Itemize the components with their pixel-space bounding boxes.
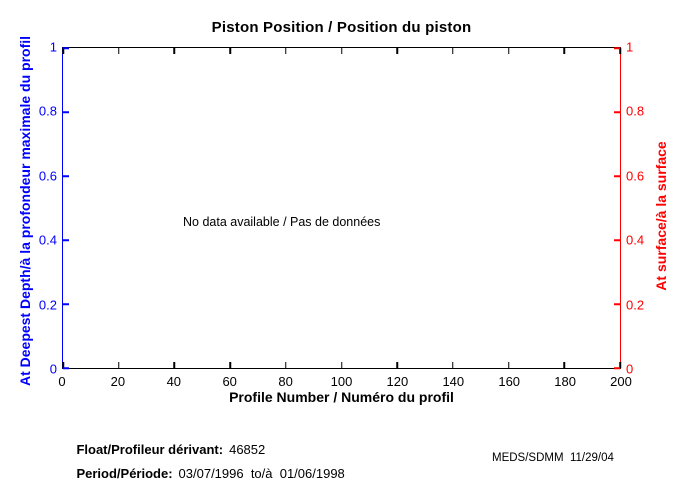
x-tick-mark: [396, 362, 398, 368]
x-tick-label: 140: [442, 374, 465, 389]
x-tick-label: 160: [498, 374, 521, 389]
x-tick-mark: [619, 362, 621, 368]
x-tick-mark: [563, 362, 566, 368]
x-tick-labels: 0 20 40 60 80 100 120 140 160 180 200: [58, 374, 631, 390]
x-tick-mark: [563, 48, 566, 54]
footer-float-line: Float/Profileur dérivant: 46852: [62, 427, 265, 472]
chart-title: Piston Position / Position du piston: [211, 19, 472, 36]
x-tick-mark: [340, 48, 343, 54]
y-tick-label-left: 0.2: [38, 297, 57, 313]
x-tick-label: 0: [58, 374, 66, 389]
y-tick-mark-right: [614, 367, 620, 369]
x-tick-mark: [507, 362, 510, 368]
x-tick-label: 40: [166, 374, 182, 389]
y-tick-mark-right: [614, 47, 620, 49]
x-tick-mark: [173, 362, 176, 368]
y-tick-labels-right: 0 0.2 0.4 0.6 0.8 1: [626, 40, 680, 377]
x-tick-mark: [229, 48, 231, 54]
y-tick-mark-left: [63, 303, 69, 305]
x-tick-mark: [62, 362, 64, 368]
period-value: 03/07/1996 to/à 01/06/1998: [178, 466, 345, 481]
x-tick-mark: [117, 362, 120, 368]
y-tick-label-left: 0: [49, 361, 57, 377]
y-tick-mark-left: [63, 47, 69, 49]
y-tick-mark-left: [63, 111, 69, 113]
float-value: 46852: [229, 442, 266, 457]
y-tick-mark-right: [614, 175, 620, 177]
y-tick-mark-left: [63, 175, 69, 177]
x-tick-mark: [396, 48, 398, 54]
x-tick-mark: [452, 48, 454, 54]
x-tick-mark: [507, 48, 510, 54]
x-tick-label: 100: [330, 374, 353, 389]
x-tick-label: 200: [610, 374, 632, 389]
x-tick-mark: [452, 362, 454, 368]
y-tick-label-right: 0: [626, 361, 634, 377]
credit-text: MEDS/SDMM 11/29/04: [492, 452, 614, 464]
footer-period-line: Period/Période: 03/07/1996 to/à 01/06/199…: [62, 451, 345, 496]
x-tick-mark: [229, 362, 231, 368]
x-tick-label: 60: [222, 374, 237, 389]
y-tick-label-left: 1: [49, 39, 57, 55]
x-tick-label: 80: [278, 374, 293, 389]
y-tick-mark-right: [614, 111, 620, 113]
x-tick-label: 180: [554, 374, 576, 389]
y-tick-mark-left: [63, 367, 69, 369]
y-tick-label-right: 0.2: [626, 297, 645, 313]
x-tick-mark: [62, 48, 64, 54]
x-tick-mark: [173, 48, 176, 54]
y-tick-mark-right: [614, 303, 620, 305]
y-tick-label-left: 0.8: [38, 103, 57, 119]
x-tick-label: 20: [110, 374, 126, 389]
x-tick-mark: [619, 48, 621, 54]
plot-area: No data available / Pas de données: [62, 47, 621, 369]
x-tick-mark: [117, 48, 120, 54]
x-axis-label: Profile Number / Numéro du profil: [229, 389, 454, 405]
y-tick-mark-left: [63, 239, 69, 241]
period-label: Period/Période:: [76, 466, 173, 481]
y-tick-label-right: 0.4: [626, 232, 645, 248]
float-label: Float/Profileur dérivant:: [76, 442, 224, 457]
y-tick-label-left: 0.4: [38, 232, 57, 248]
y-tick-label-left: 0.6: [38, 168, 57, 184]
y-tick-label-right: 0.6: [626, 168, 645, 184]
x-tick-label: 120: [386, 374, 409, 389]
no-data-message: No data available / Pas de données: [183, 215, 381, 229]
y-tick-mark-right: [614, 239, 620, 241]
x-tick-mark: [285, 48, 287, 54]
y-tick-label-right: 0.8: [626, 103, 645, 119]
y-tick-labels-left: 0 0.2 0.4 0.6 0.8 1: [0, 40, 57, 377]
y-tick-label-right: 1: [626, 39, 634, 55]
x-tick-mark: [285, 362, 287, 368]
x-tick-mark: [340, 362, 343, 368]
